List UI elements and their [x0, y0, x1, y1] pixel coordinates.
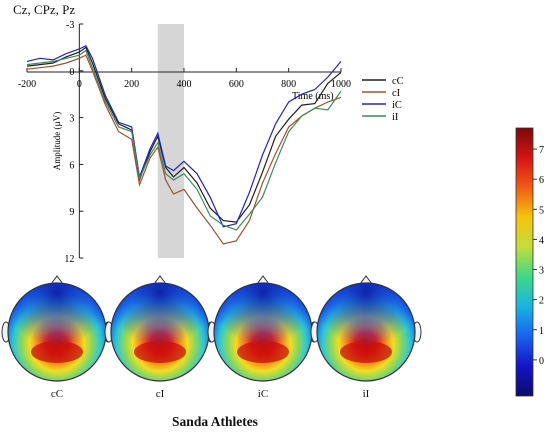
frontal-shade — [317, 283, 415, 381]
nose — [50, 275, 64, 285]
x-tick-label: 0 — [77, 79, 82, 90]
colorbar-tick-label: 4 — [539, 235, 544, 246]
topomap-label: iC — [257, 388, 269, 400]
topomap-label: cC — [50, 388, 64, 400]
y-tick-label: 3 — [69, 114, 74, 125]
x-tick-label: 200 — [124, 79, 139, 90]
series-line-iI — [26, 49, 342, 231]
topomap — [104, 275, 216, 382]
x-tick-label: 400 — [177, 79, 192, 90]
colorbar-tick-label: 2 — [539, 296, 544, 307]
colorbar-tick-label: 1 — [539, 326, 544, 337]
y-tick-label: -3 — [66, 20, 74, 31]
colorbar-tick-label: 7 — [539, 145, 544, 156]
nose — [153, 275, 167, 285]
topomap — [1, 275, 113, 382]
x-tick-label: 1000 — [331, 79, 351, 90]
legend-label: cC — [392, 76, 404, 87]
y-axis-label: Amplitude (µV) — [52, 112, 62, 170]
series-line-cI — [26, 54, 342, 245]
x-tick-label: -200 — [18, 79, 36, 90]
legend-label: cI — [392, 88, 401, 99]
y-tick-label: 6 — [69, 160, 74, 171]
colorbar: 7 6 5 4 3 2 1 0 — [515, 127, 544, 397]
x-tick-label: 800 — [281, 79, 296, 90]
frontal-shade — [111, 283, 209, 381]
colorbar-tick-label: 6 — [539, 175, 544, 186]
legend-label: iI — [392, 112, 399, 123]
nose — [256, 275, 270, 285]
group-title: Sanda Athletes — [172, 414, 258, 429]
topomap — [310, 275, 422, 382]
topomap-label: cI — [155, 388, 165, 400]
x-axis-label: Time (ms) — [292, 91, 334, 102]
nose — [359, 275, 373, 285]
legend-label: iC — [392, 100, 402, 111]
head-outline — [316, 282, 416, 382]
colorbar-gradient — [515, 127, 534, 397]
electrode-title: Cz, CPz, Pz — [13, 2, 76, 17]
y-tick-label: 9 — [69, 207, 74, 218]
y-tick-label: 12 — [64, 254, 74, 265]
topomap — [207, 275, 319, 382]
colorbar-tick-label: 5 — [539, 205, 544, 216]
highlight-window — [157, 24, 184, 258]
series-line-cC — [26, 46, 342, 223]
x-tick-label: 600 — [229, 79, 244, 90]
colorbar-tick-label: 0 — [539, 356, 544, 367]
topomap-row — [1, 275, 422, 382]
y-tick-label: 0 — [69, 67, 74, 78]
frontal-shade — [8, 283, 106, 381]
topomap-label: iI — [362, 388, 370, 400]
colorbar-tick-label: 3 — [539, 266, 544, 277]
frontal-shade — [214, 283, 312, 381]
series-line-iC — [26, 45, 342, 228]
